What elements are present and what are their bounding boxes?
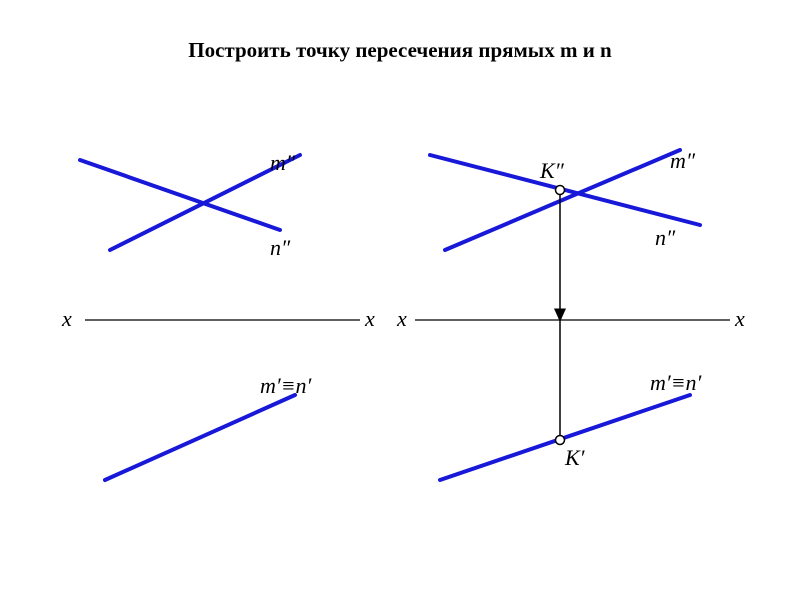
label-n2-right: n″ [655, 225, 675, 251]
line-mn1-left [105, 395, 295, 480]
axis-label-right-l: x [397, 306, 407, 332]
axis-label-right-r: x [735, 306, 745, 332]
label-m2-left: m″ [270, 150, 295, 176]
point-k2 [556, 186, 565, 195]
label-k2: K″ [540, 158, 564, 184]
label-mn1-left: m′≡n′ [260, 373, 311, 399]
label-k1: K′ [565, 445, 585, 471]
point-k1 [556, 436, 565, 445]
left-panel [80, 155, 360, 480]
right-panel [415, 150, 730, 480]
line-m2-left [80, 160, 280, 230]
axis-label-left-r: x [365, 306, 375, 332]
diagram-canvas [0, 0, 800, 600]
label-n2-left: n″ [270, 235, 290, 261]
label-m2-right: m″ [670, 148, 695, 174]
label-mn1-right: m′≡n′ [650, 370, 701, 396]
axis-label-left-l: x [62, 306, 72, 332]
